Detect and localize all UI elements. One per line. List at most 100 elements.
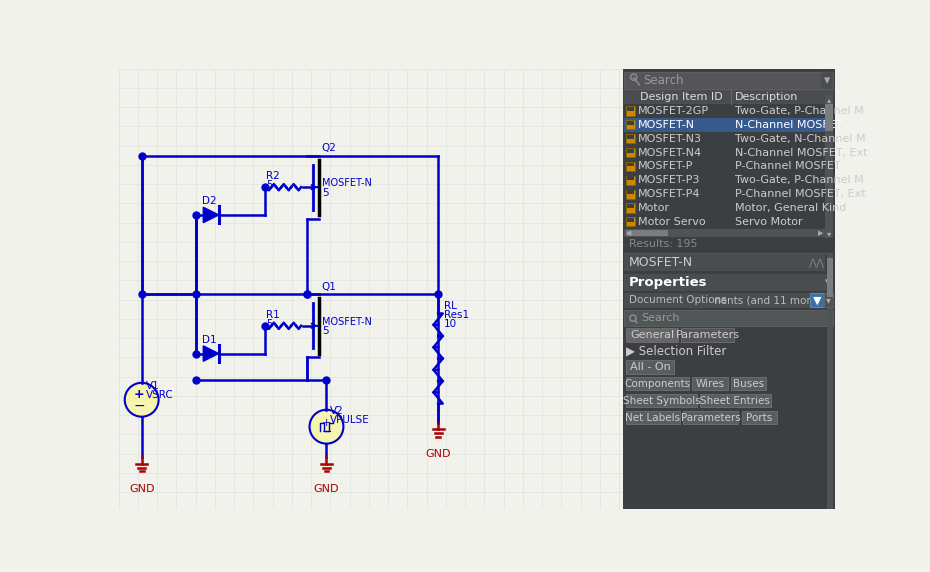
Text: MOSFET-P4: MOSFET-P4 bbox=[638, 189, 701, 199]
Text: Search: Search bbox=[642, 313, 680, 323]
Bar bbox=[627, 107, 634, 111]
Bar bbox=[626, 106, 635, 116]
Text: GND: GND bbox=[425, 449, 451, 459]
Text: ⋀⋀: ⋀⋀ bbox=[808, 257, 824, 268]
Text: Motor Servo: Motor Servo bbox=[638, 217, 706, 227]
Bar bbox=[626, 176, 635, 185]
Text: 5: 5 bbox=[322, 326, 328, 336]
Bar bbox=[624, 293, 833, 308]
Text: Q2: Q2 bbox=[322, 143, 337, 153]
Bar bbox=[826, 229, 833, 238]
Circle shape bbox=[125, 383, 159, 416]
Bar bbox=[683, 411, 738, 424]
Bar bbox=[624, 187, 826, 201]
Bar bbox=[826, 104, 833, 131]
Text: ▶ Selection Filter: ▶ Selection Filter bbox=[626, 345, 726, 358]
Bar bbox=[626, 394, 697, 407]
Text: Sheet Entries: Sheet Entries bbox=[700, 396, 770, 406]
Text: Buses: Buses bbox=[733, 379, 764, 389]
Bar bbox=[626, 411, 680, 424]
Text: +: + bbox=[322, 418, 331, 428]
Text: P-Channel MOSFET: P-Channel MOSFET bbox=[735, 161, 840, 172]
Bar bbox=[700, 394, 771, 407]
Text: MOSFET-P3: MOSFET-P3 bbox=[638, 175, 700, 185]
Text: D1: D1 bbox=[202, 335, 217, 345]
Bar bbox=[827, 254, 833, 509]
Text: nents (and 11 more): nents (and 11 more) bbox=[714, 295, 820, 305]
Bar bbox=[824, 293, 833, 307]
Text: ◀: ◀ bbox=[627, 230, 631, 236]
Bar bbox=[626, 189, 635, 198]
Text: R2: R2 bbox=[266, 172, 280, 181]
Bar bbox=[624, 160, 826, 173]
Text: R1: R1 bbox=[266, 310, 280, 320]
Text: ▼: ▼ bbox=[813, 295, 821, 305]
Bar bbox=[692, 378, 727, 391]
Circle shape bbox=[310, 410, 343, 444]
Text: Ports: Ports bbox=[746, 413, 772, 423]
Text: Results: 195: Results: 195 bbox=[629, 239, 698, 249]
Bar bbox=[624, 72, 833, 89]
Text: 5: 5 bbox=[322, 188, 328, 197]
Text: ▾: ▾ bbox=[824, 74, 830, 87]
Bar bbox=[626, 231, 669, 236]
Text: MOSFET-N: MOSFET-N bbox=[322, 317, 372, 327]
Text: 5: 5 bbox=[266, 319, 272, 328]
Bar bbox=[623, 69, 834, 509]
Text: −: − bbox=[134, 399, 145, 413]
Bar bbox=[627, 190, 634, 194]
Bar bbox=[627, 162, 634, 166]
Bar bbox=[627, 218, 634, 222]
Text: MOSFET-N3: MOSFET-N3 bbox=[638, 134, 702, 144]
Bar bbox=[626, 148, 635, 157]
Text: Two-Gate, N-Channel M: Two-Gate, N-Channel M bbox=[735, 134, 865, 144]
Text: Parameters: Parameters bbox=[675, 330, 739, 340]
Text: −: − bbox=[321, 426, 332, 439]
Bar bbox=[627, 204, 634, 208]
Text: GND: GND bbox=[313, 484, 339, 494]
Text: ▾: ▾ bbox=[827, 229, 831, 238]
Bar bbox=[624, 229, 826, 237]
Bar bbox=[624, 311, 833, 326]
Text: Two-Gate, P-Channel M: Two-Gate, P-Channel M bbox=[735, 175, 863, 185]
Text: ▾: ▾ bbox=[825, 276, 830, 289]
Text: Res1: Res1 bbox=[444, 310, 469, 320]
Text: Sheet Symbols: Sheet Symbols bbox=[622, 396, 700, 406]
Text: 5: 5 bbox=[266, 180, 272, 190]
Polygon shape bbox=[204, 346, 219, 362]
Text: General: General bbox=[631, 330, 674, 340]
Bar bbox=[627, 176, 634, 180]
Bar bbox=[810, 293, 824, 307]
Text: Motor: Motor bbox=[638, 203, 671, 213]
Bar bbox=[624, 132, 826, 146]
Bar bbox=[624, 215, 826, 229]
Text: MOSFET-N: MOSFET-N bbox=[629, 256, 693, 269]
Bar bbox=[682, 328, 734, 342]
Text: Design Item ID: Design Item ID bbox=[640, 92, 723, 102]
Bar bbox=[626, 360, 673, 374]
Bar bbox=[822, 274, 833, 291]
Text: Description: Description bbox=[735, 92, 798, 102]
Bar bbox=[627, 121, 634, 125]
Bar bbox=[741, 411, 777, 424]
Text: VSRC: VSRC bbox=[145, 390, 173, 400]
Text: Servo Motor: Servo Motor bbox=[735, 217, 803, 227]
Text: ▴: ▴ bbox=[827, 95, 831, 104]
Text: Parameters: Parameters bbox=[681, 413, 740, 423]
Bar bbox=[624, 90, 833, 104]
Text: Wires: Wires bbox=[696, 379, 724, 389]
Text: Document Options: Document Options bbox=[629, 295, 727, 305]
Bar bbox=[626, 378, 689, 391]
Text: GND: GND bbox=[129, 484, 154, 494]
Text: V1: V1 bbox=[145, 381, 159, 391]
Bar bbox=[626, 328, 678, 342]
Text: RL: RL bbox=[444, 301, 457, 311]
Bar bbox=[817, 229, 826, 237]
Bar bbox=[626, 217, 635, 227]
Text: MOSFET-2GP: MOSFET-2GP bbox=[638, 106, 710, 116]
Bar bbox=[624, 274, 833, 291]
Bar bbox=[624, 104, 826, 118]
Text: D2: D2 bbox=[202, 196, 217, 206]
Text: Motor, General Kind: Motor, General Kind bbox=[735, 203, 846, 213]
Text: Q1: Q1 bbox=[322, 281, 337, 292]
